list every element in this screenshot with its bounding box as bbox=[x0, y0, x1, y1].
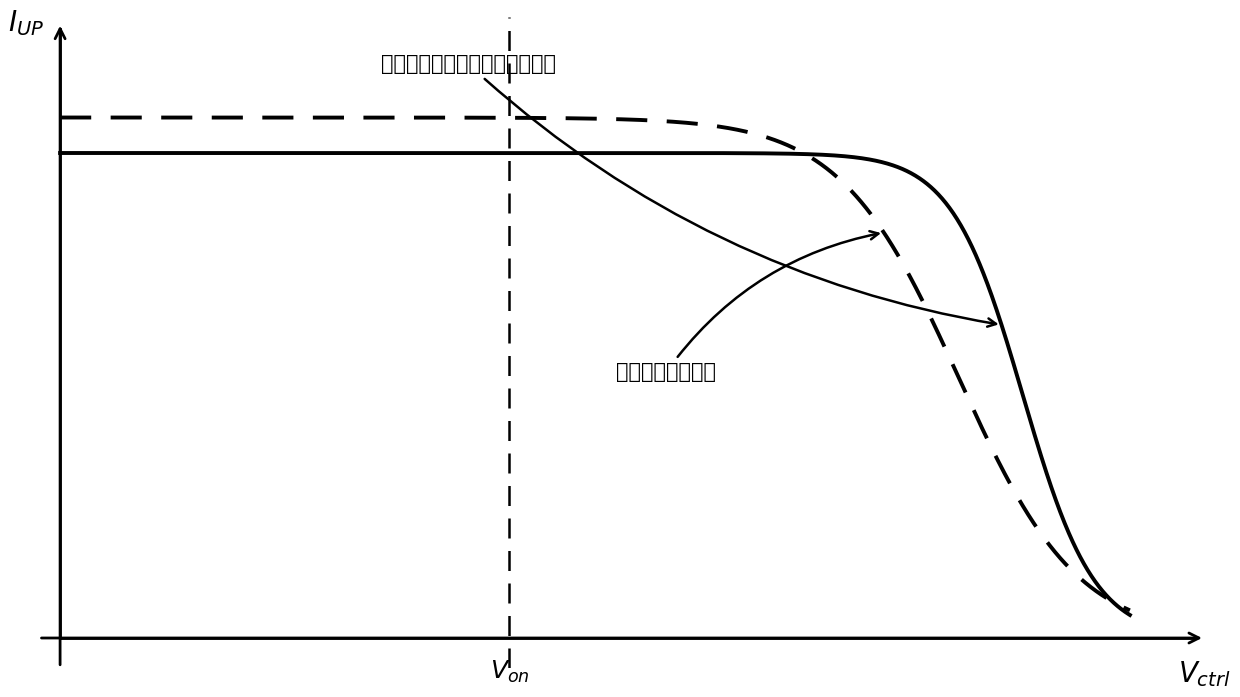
Text: 本发明的低失配率的电荷泵电路: 本发明的低失配率的电荷泵电路 bbox=[381, 54, 996, 327]
Text: $I_{UP}$: $I_{UP}$ bbox=[7, 8, 45, 38]
Text: $V_{on}$: $V_{on}$ bbox=[490, 659, 529, 685]
Text: $V_{ctrl}$: $V_{ctrl}$ bbox=[1178, 659, 1231, 689]
Text: 传统的电荷泵电路: 传统的电荷泵电路 bbox=[616, 231, 878, 382]
